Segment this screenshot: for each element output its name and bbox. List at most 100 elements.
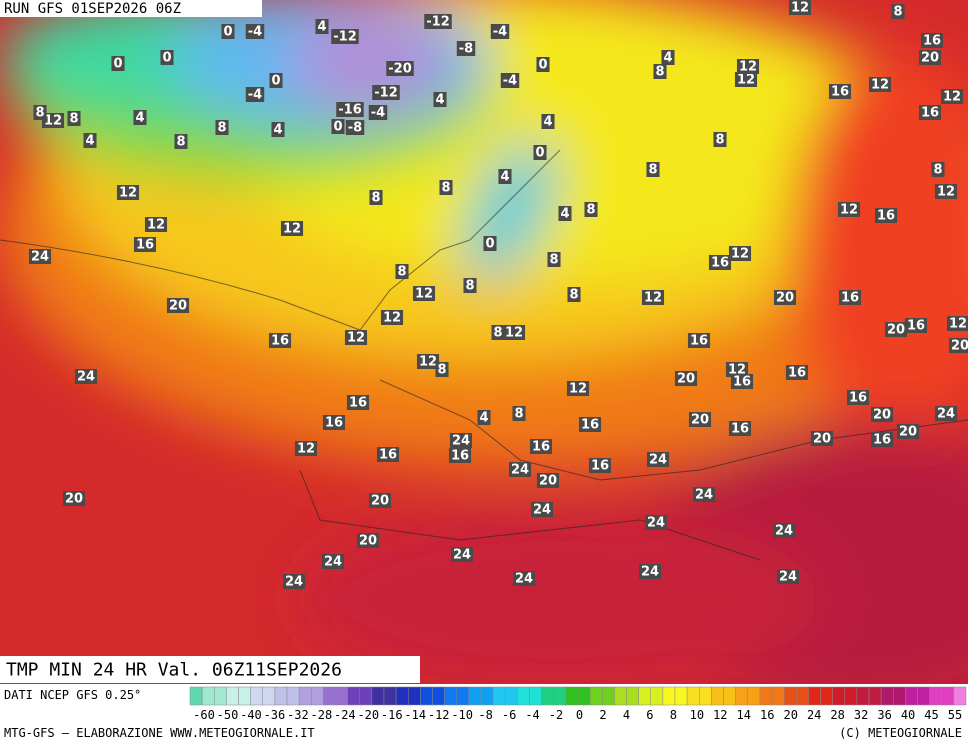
colorbar: -60 -50 -40 -36 -32 -28 -24 -20 -16 -14 -12 -10 -8 -6… bbox=[189, 686, 967, 722]
map-value-label: 8 bbox=[586, 203, 595, 218]
map-value-label: 20 bbox=[65, 492, 83, 507]
colorbar-swatch bbox=[480, 686, 494, 706]
map-value-label: 8 bbox=[648, 163, 657, 178]
map-value-label: 16 bbox=[136, 238, 154, 253]
colorbar-label: 10 bbox=[690, 708, 704, 722]
colorbar-swatch bbox=[383, 686, 397, 706]
colorbar-swatch bbox=[626, 686, 639, 706]
colorbar-swatch bbox=[226, 686, 239, 706]
map-value-label: 4 bbox=[435, 93, 444, 108]
map-value-label: 8 bbox=[176, 135, 185, 150]
colorbar-swatch bbox=[638, 686, 651, 706]
map-value-label: -16 bbox=[338, 103, 362, 118]
colorbar-swatch bbox=[929, 686, 942, 706]
colorbar-swatch bbox=[868, 686, 882, 706]
credit-text: MTG-GFS — ELABORAZIONE WWW.METEOGIORNALE… bbox=[4, 726, 315, 740]
colorbar-label: 4 bbox=[623, 708, 630, 722]
colorbar-swatch bbox=[311, 686, 324, 706]
colorbar-swatch bbox=[759, 686, 773, 706]
colorbar-swatch bbox=[553, 686, 567, 706]
map-value-label: 24 bbox=[31, 250, 49, 265]
colorbar-swatch bbox=[723, 686, 736, 706]
copyright-text: (C) METEOGIORNALE bbox=[839, 726, 962, 740]
colorbar-swatch bbox=[699, 686, 712, 706]
map-value-label: 4 bbox=[560, 207, 569, 222]
map-value-label: 12 bbox=[739, 60, 757, 75]
map-value-label: 12 bbox=[937, 185, 955, 200]
map-value-label: 20 bbox=[921, 51, 939, 66]
map-value-label: 20 bbox=[677, 372, 695, 387]
map-value-label: 12 bbox=[840, 203, 858, 218]
colorbar-swatch bbox=[735, 686, 748, 706]
map-value-label: 4 bbox=[273, 123, 282, 138]
map-value-label: -8 bbox=[348, 121, 362, 136]
map-value-label: 12 bbox=[871, 78, 889, 93]
colorbar-swatch bbox=[432, 686, 445, 706]
colorbar-label: -40 bbox=[240, 708, 262, 722]
map-value-label: 20 bbox=[371, 494, 389, 509]
map-value-label: 8 bbox=[35, 106, 44, 121]
map-value-label: 24 bbox=[775, 524, 793, 539]
map-value-label: 24 bbox=[511, 463, 529, 478]
colorbar-swatch bbox=[335, 686, 348, 706]
map-value-label: 16 bbox=[379, 448, 397, 463]
colorbar-swatch bbox=[468, 686, 482, 706]
colorbar-swatch bbox=[589, 686, 603, 706]
colorbar-label: -32 bbox=[287, 708, 309, 722]
colorbar-swatch bbox=[298, 686, 312, 706]
map-value-label: 16 bbox=[271, 334, 289, 349]
colorbar-label: -10 bbox=[451, 708, 473, 722]
map-value-label: 12 bbox=[728, 363, 746, 378]
map-value-label: 16 bbox=[325, 416, 343, 431]
colorbar-swatch bbox=[492, 686, 506, 706]
colorbar-swatch bbox=[347, 686, 360, 706]
map-value-label: -12 bbox=[426, 15, 450, 30]
colorbar-swatch bbox=[565, 686, 579, 706]
map-value-label: 8 bbox=[217, 121, 226, 136]
map-value-label: 24 bbox=[453, 548, 471, 563]
map-value-label: 4 bbox=[543, 115, 552, 130]
colorbar-swatch bbox=[201, 686, 215, 706]
map-value-label: 20 bbox=[951, 339, 968, 354]
map-value-label: 16 bbox=[591, 459, 609, 474]
map-value-label: 12 bbox=[949, 317, 967, 332]
map-value-label: -12 bbox=[333, 30, 357, 45]
map-value-label: 8 bbox=[715, 133, 724, 148]
map-value-label: 12 bbox=[297, 442, 315, 457]
map-value-label: 0 bbox=[271, 74, 280, 89]
colorbar-swatch bbox=[880, 686, 894, 706]
colorbar-label: -36 bbox=[264, 708, 286, 722]
map-value-label: 16 bbox=[877, 209, 895, 224]
colorbar-swatch bbox=[420, 686, 433, 706]
map-value-label: 0 bbox=[535, 146, 544, 161]
map-value-label: 12 bbox=[44, 114, 62, 129]
source-text: DATI NCEP GFS 0.25° bbox=[4, 688, 141, 702]
map-value-label: 16 bbox=[532, 440, 550, 455]
map-value-label: -20 bbox=[388, 62, 412, 77]
colorbar-swatch bbox=[517, 686, 530, 706]
colorbar-swatch bbox=[614, 686, 627, 706]
map-value-label: 4 bbox=[135, 111, 144, 126]
colorbar-label: 2 bbox=[599, 708, 606, 722]
colorbar-swatch bbox=[953, 686, 967, 706]
colorbar-swatch bbox=[444, 686, 457, 706]
map-value-label: 4 bbox=[317, 20, 326, 35]
map-value-label: 8 bbox=[549, 253, 558, 268]
map-value-label: 24 bbox=[647, 516, 665, 531]
map-value-label: -4 bbox=[371, 106, 385, 121]
map-value-label: 16 bbox=[841, 291, 859, 306]
colorbar-label: -28 bbox=[311, 708, 333, 722]
colorbar-label: 16 bbox=[760, 708, 774, 722]
colorbar-swatch bbox=[286, 686, 300, 706]
colorbar-swatch bbox=[214, 686, 227, 706]
colorbar-label: 8 bbox=[670, 708, 677, 722]
map-value-label: 4 bbox=[663, 51, 672, 66]
colorbar-swatch bbox=[905, 686, 918, 706]
map-value-label: 8 bbox=[933, 163, 942, 178]
map-value-label: 12 bbox=[147, 218, 165, 233]
map-value-label: 12 bbox=[283, 222, 301, 237]
map-value-label: -8 bbox=[459, 42, 473, 57]
colorbar-swatch bbox=[747, 686, 761, 706]
colorbar-swatch bbox=[711, 686, 724, 706]
colorbar-swatch bbox=[844, 686, 858, 706]
